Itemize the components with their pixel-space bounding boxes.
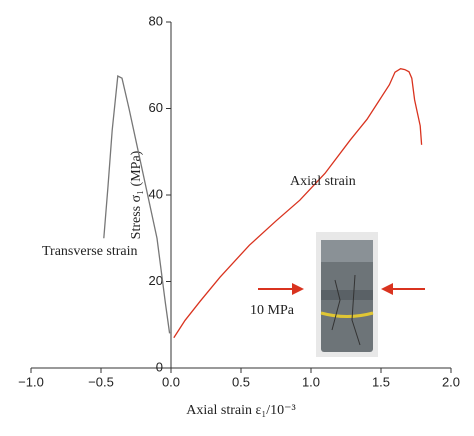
x-axis-label: Axial strain ε₁/10⁻³ <box>186 403 295 418</box>
y-tick-label: 40 <box>149 186 163 201</box>
series-label: Transverse strain <box>42 244 138 259</box>
y-axis-label: Stress σ₁ (MPa) <box>129 150 144 239</box>
y-tick-label: 0 <box>156 359 163 374</box>
x-tick-label: 0.0 <box>162 374 180 389</box>
y-tick-label: 60 <box>149 100 163 115</box>
inset-photo <box>316 232 378 357</box>
series-label: Axial strain <box>290 174 356 189</box>
x-tick-label: 0.5 <box>232 374 250 389</box>
x-tick-label: 1.5 <box>372 374 390 389</box>
series-line <box>103 75 171 334</box>
x-tick-label: −1.0 <box>18 374 44 389</box>
y-tick-label: 80 <box>149 13 163 28</box>
series-line <box>173 68 423 339</box>
x-tick-label: 1.0 <box>302 374 320 389</box>
y-tick-label: 20 <box>149 273 163 288</box>
x-tick-label: 2.0 <box>442 374 460 389</box>
x-tick-label: −0.5 <box>88 374 114 389</box>
annotation: 10 MPa <box>250 303 295 318</box>
arrows <box>258 283 425 295</box>
